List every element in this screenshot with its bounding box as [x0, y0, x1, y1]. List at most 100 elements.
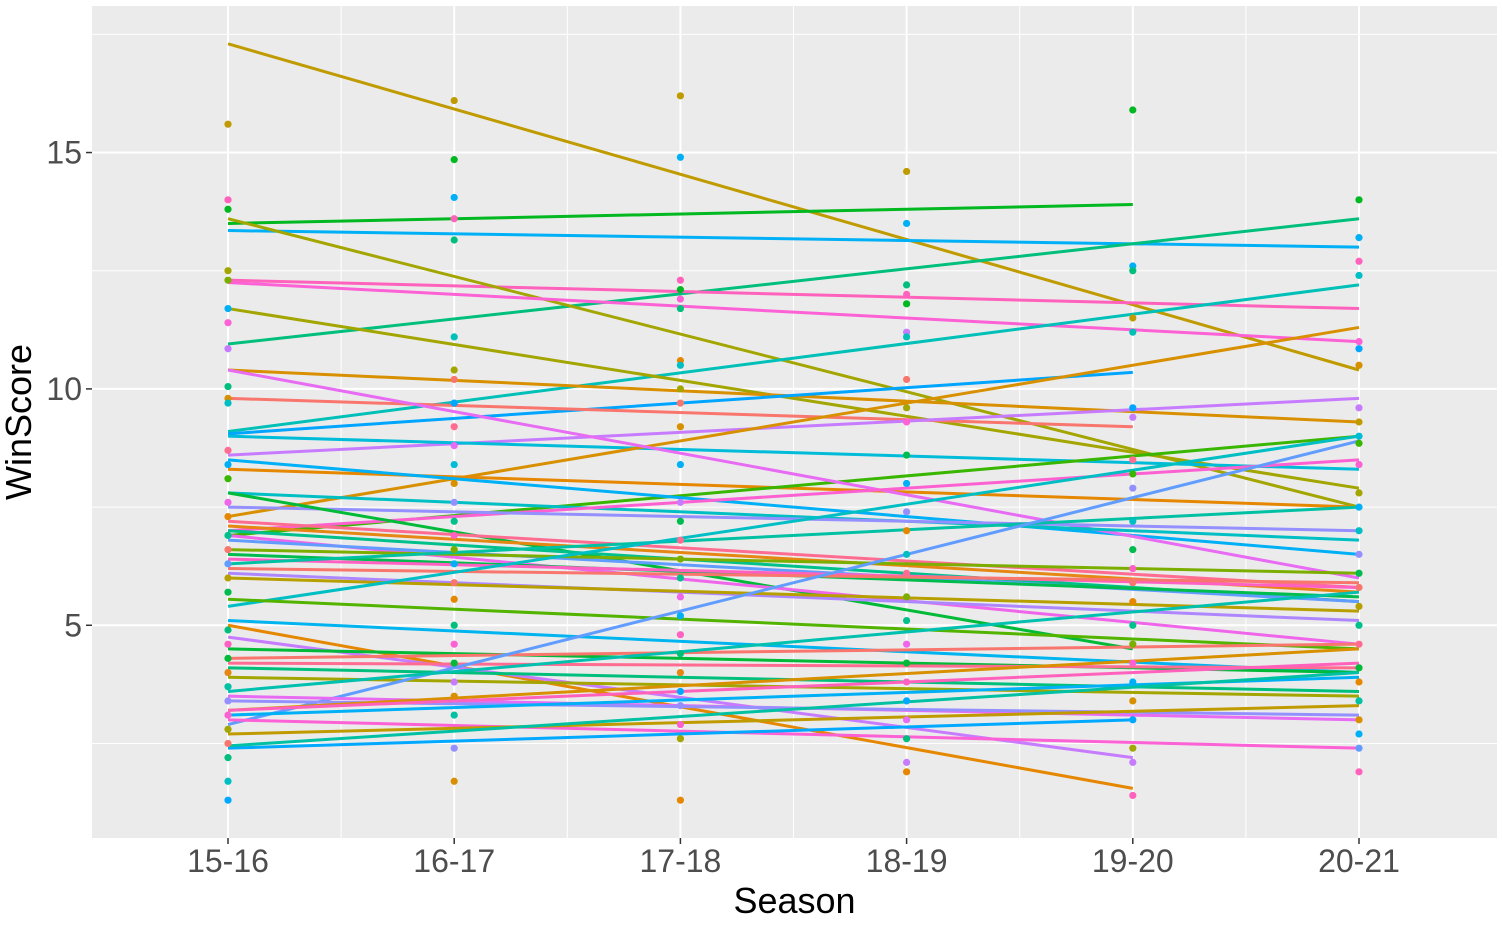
data-point — [224, 460, 232, 469]
data-point — [1355, 489, 1363, 497]
axes: 5 10 15 15-16 16-17 17-18 18-19 19-20 20-21 — [46, 135, 1400, 879]
x-tick-label: 19-20 — [1092, 843, 1174, 879]
data-point — [1129, 470, 1137, 478]
data-point — [1355, 602, 1363, 610]
data-point — [903, 616, 911, 625]
trend-line — [227, 661, 1360, 712]
data-point — [224, 319, 232, 327]
y-tick-label: 15 — [46, 135, 82, 171]
data-point — [1129, 314, 1137, 322]
data-point — [224, 588, 232, 596]
x-tick-label: 15-16 — [187, 843, 269, 879]
data-point — [676, 687, 685, 696]
data-point — [450, 678, 458, 686]
data-point — [676, 702, 685, 710]
data-point — [224, 739, 232, 748]
data-point — [903, 219, 911, 228]
data-point — [903, 569, 911, 577]
data-point — [450, 215, 458, 223]
y-tick-label: 5 — [64, 607, 82, 643]
data-point — [1129, 328, 1137, 336]
data-point — [1129, 598, 1137, 606]
data-point — [1355, 418, 1363, 426]
trend-line — [227, 597, 1360, 651]
data-point — [450, 517, 458, 525]
trend-line — [227, 505, 1360, 533]
x-tick-label: 20-21 — [1318, 843, 1400, 879]
data-point — [1355, 768, 1363, 776]
data-point — [676, 612, 685, 620]
data-point — [224, 531, 232, 540]
data-point — [1355, 550, 1363, 558]
data-point — [1129, 456, 1137, 464]
trend-line — [227, 325, 1360, 519]
trend-line — [227, 619, 1360, 675]
data-point — [224, 546, 232, 554]
data-point — [450, 621, 458, 629]
data-point — [224, 560, 232, 568]
trend-line — [227, 647, 1360, 712]
data-point — [903, 550, 911, 558]
data-point — [1355, 697, 1363, 705]
data-point — [1355, 716, 1363, 724]
trend-line — [227, 281, 1360, 344]
data-point — [450, 744, 458, 752]
trend-line — [227, 576, 1360, 613]
data-point — [1355, 621, 1363, 629]
trend-line — [227, 458, 1360, 533]
trend-line — [227, 434, 1360, 608]
data-point — [676, 631, 685, 639]
data-point — [903, 697, 911, 705]
data-point — [1355, 640, 1363, 648]
data-point — [450, 711, 458, 719]
data-point — [1355, 583, 1363, 592]
trend-line — [227, 704, 1360, 736]
data-point — [1355, 404, 1363, 412]
trend-line — [227, 396, 1133, 429]
data-point — [450, 460, 458, 469]
trend-line — [227, 647, 1360, 675]
data-point — [676, 574, 685, 582]
trend-line — [227, 718, 1133, 750]
data-point — [676, 399, 685, 407]
data-point — [1355, 257, 1363, 265]
data-point — [1355, 664, 1363, 672]
data-point — [903, 281, 911, 289]
data-point — [903, 300, 911, 308]
data-point — [1355, 439, 1363, 447]
trend-lines — [227, 42, 1360, 790]
data-point — [1355, 338, 1363, 346]
data-point — [676, 153, 685, 161]
data-point — [676, 668, 685, 677]
data-point — [450, 560, 458, 568]
data-point — [676, 536, 685, 544]
data-point — [1355, 460, 1363, 469]
data-point — [224, 446, 232, 454]
data-point — [676, 304, 685, 313]
data-point — [224, 399, 232, 407]
data-point — [1129, 791, 1137, 800]
data-points — [224, 92, 1363, 804]
data-point — [1129, 744, 1137, 752]
data-point — [450, 399, 458, 407]
data-point — [450, 777, 458, 785]
data-point — [450, 531, 458, 540]
data-point — [224, 683, 232, 691]
data-point — [903, 167, 911, 176]
data-point — [224, 754, 232, 762]
data-point — [450, 579, 458, 587]
data-point — [676, 286, 685, 294]
trend-line — [227, 571, 1360, 623]
trend-line — [227, 203, 1133, 225]
data-point — [676, 92, 685, 100]
data-point — [1355, 234, 1363, 242]
trend-line — [227, 590, 1360, 693]
trend-line — [227, 661, 1360, 670]
data-point — [224, 120, 232, 128]
data-point — [903, 527, 911, 535]
trend-line — [227, 557, 1360, 589]
data-point — [903, 418, 911, 426]
trend-line — [227, 217, 1360, 346]
data-point — [1355, 730, 1363, 738]
